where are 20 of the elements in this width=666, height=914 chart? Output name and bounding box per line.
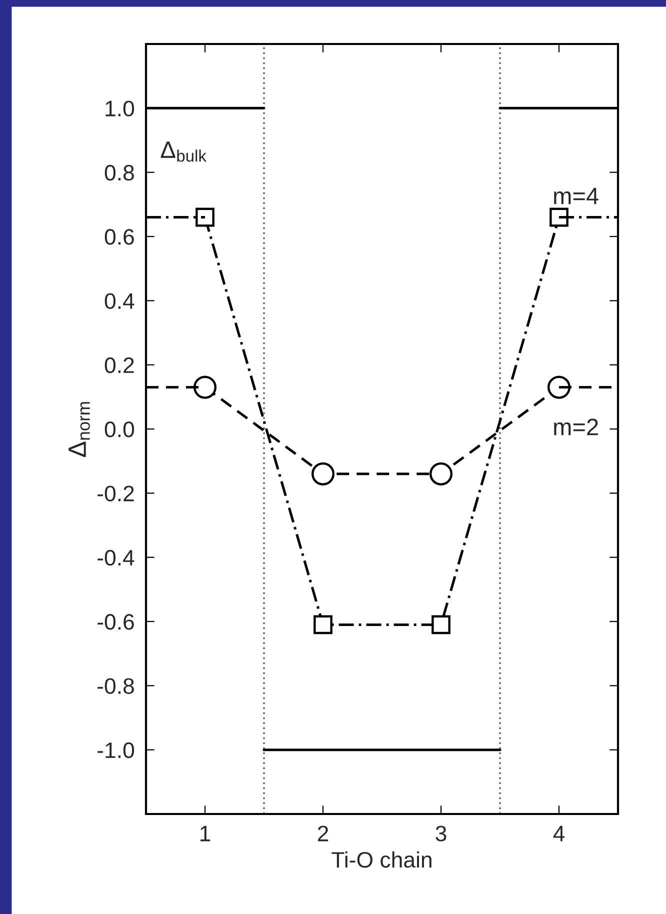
- annotation: m=4: [554, 188, 598, 204]
- x-tick-label: 1: [200, 826, 210, 842]
- y-tick-label: -0.8: [98, 678, 134, 694]
- y-axis-title: Δ$_{norm}$: [68, 402, 90, 458]
- x-tick-label: 4: [553, 826, 565, 842]
- y-tick-label: 0.2: [104, 357, 134, 374]
- y-tick-label: 0.8: [104, 164, 134, 181]
- annotation: Δ$_{bulk}$: [160, 142, 206, 162]
- y-tick-label: -0.6: [98, 614, 134, 630]
- y-tick-label: -0.4: [98, 550, 134, 566]
- y-tick-label: -1.0: [98, 742, 134, 758]
- y-tick-label: 0.6: [104, 229, 134, 245]
- y-tick-label: 1.0: [106, 100, 134, 116]
- annotation: m=2: [554, 418, 598, 436]
- x-tick-label: 3: [436, 826, 446, 842]
- y-tick-label: -0.2: [98, 486, 134, 502]
- x-tick-label: 2: [318, 826, 328, 842]
- y-tick-label: 0.0: [104, 422, 134, 438]
- y-tick-label: 0.4: [104, 293, 134, 309]
- x-axis-title: Ti-O chain: [332, 851, 432, 868]
